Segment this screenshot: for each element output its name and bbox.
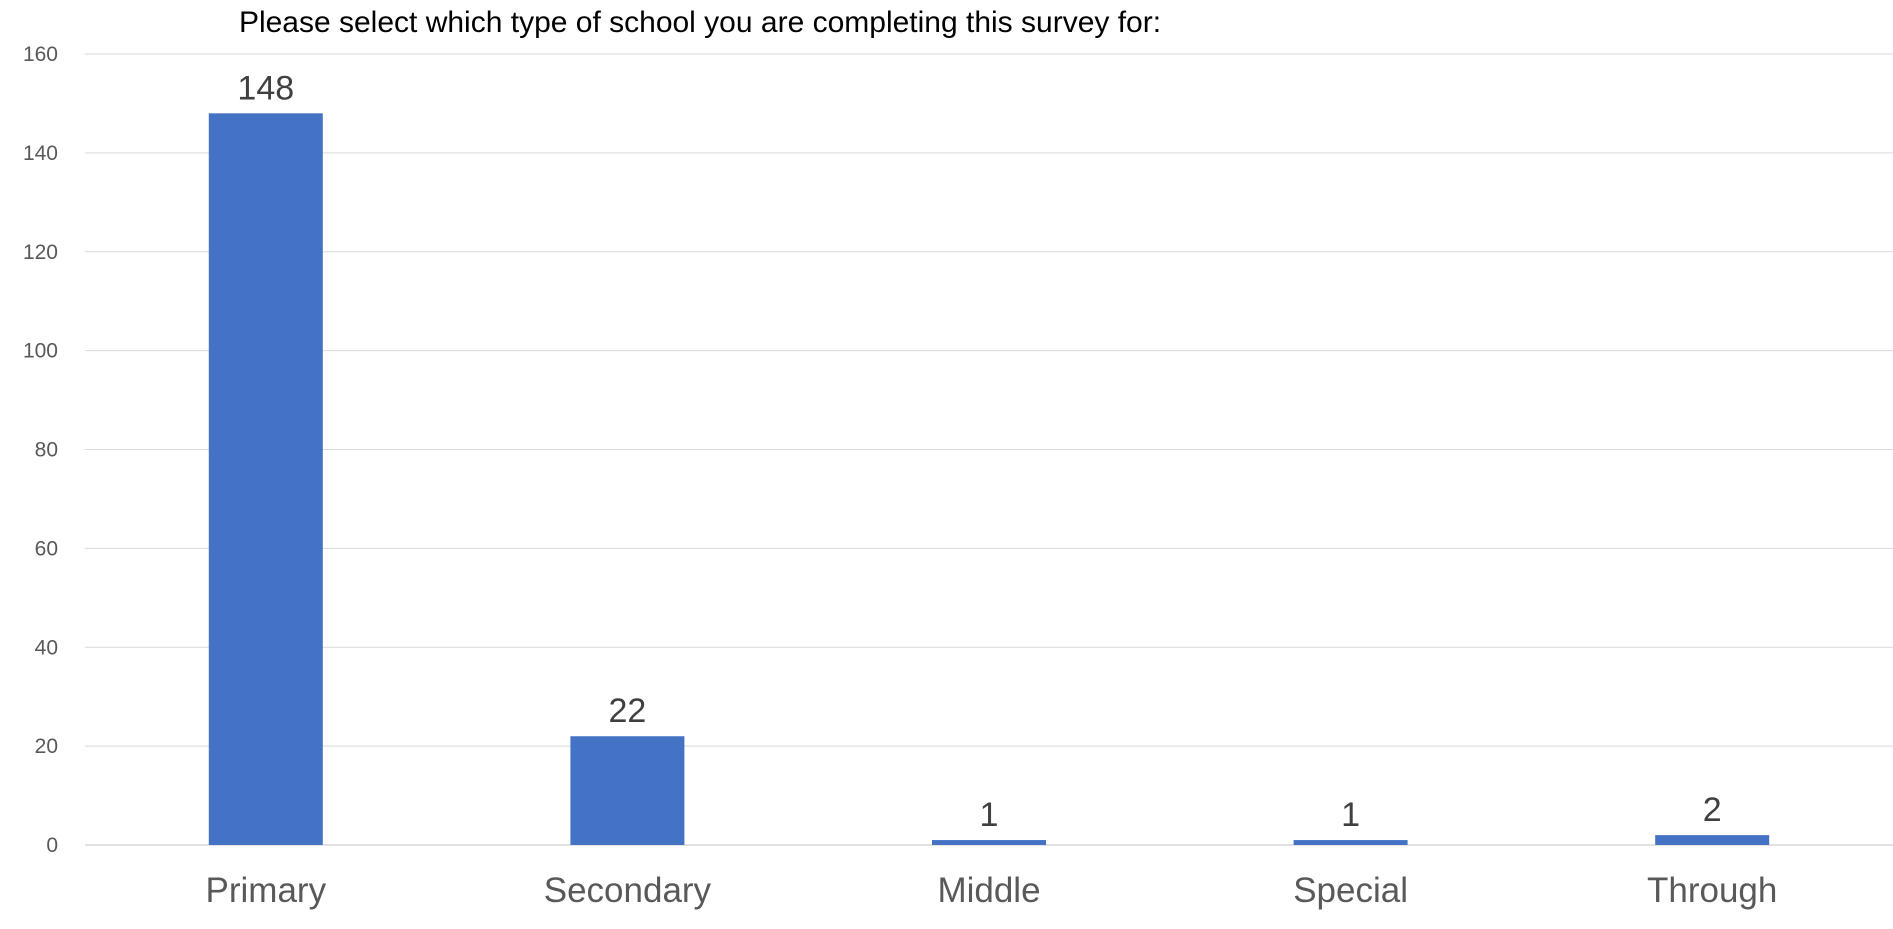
data-label: 148 [237,69,294,107]
bar-through [1655,835,1770,845]
data-label: 1 [980,796,999,834]
y-tick-label: 60 [35,537,58,560]
y-tick-label: 20 [35,735,58,758]
data-label: 2 [1703,791,1722,829]
bar-primary [208,113,323,845]
x-category-label: Through [1647,871,1777,910]
data-label: 1 [1341,796,1360,834]
bar-secondary [570,736,685,845]
y-tick-label: 120 [23,241,58,264]
bar-middle [932,840,1046,845]
data-label: 22 [608,692,646,730]
chart-title: Please select which type of school you a… [238,6,1162,39]
x-category-label: Secondary [544,871,712,910]
y-tick-label: 160 [23,43,58,66]
bar-special [1293,840,1408,845]
x-category-label: Special [1293,871,1408,910]
y-tick-label: 0 [46,834,58,857]
y-tick-label: 100 [23,340,58,363]
x-category-label: Primary [206,871,327,910]
x-category-label: Middle [937,871,1040,910]
y-tick-label: 80 [35,439,58,462]
y-tick-label: 140 [23,142,58,165]
y-tick-label: 40 [35,636,58,659]
